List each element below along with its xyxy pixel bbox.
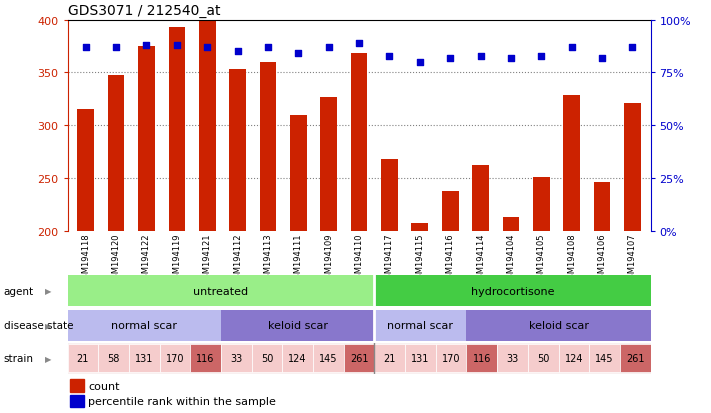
Bar — [321, 97, 337, 231]
Text: ▶: ▶ — [45, 287, 51, 295]
Text: 131: 131 — [135, 353, 154, 363]
Text: 33: 33 — [230, 353, 242, 363]
Text: disease state: disease state — [4, 320, 73, 330]
Text: 116: 116 — [196, 353, 215, 363]
Point — [475, 53, 486, 60]
Bar — [620, 344, 651, 373]
Point — [626, 45, 638, 51]
Bar — [503, 218, 519, 231]
Point — [506, 55, 517, 62]
Text: GDS3071 / 212540_at: GDS3071 / 212540_at — [68, 4, 220, 18]
Text: count: count — [88, 381, 119, 391]
Point — [535, 53, 547, 60]
Point — [414, 59, 425, 66]
Text: agent: agent — [4, 286, 33, 296]
Point — [110, 45, 122, 51]
Point — [141, 43, 152, 49]
Text: normal scar: normal scar — [387, 320, 454, 330]
Point — [232, 49, 243, 56]
Text: untreated: untreated — [193, 286, 249, 296]
Text: ▶: ▶ — [45, 321, 51, 330]
Bar — [442, 191, 459, 231]
Bar — [375, 310, 466, 341]
Bar — [497, 344, 528, 373]
Bar — [77, 110, 94, 231]
Bar — [260, 63, 277, 231]
Bar — [68, 275, 375, 306]
Bar — [436, 344, 466, 373]
Point — [384, 53, 395, 60]
Point — [171, 43, 183, 49]
Text: ▶: ▶ — [45, 354, 51, 363]
Bar — [129, 344, 159, 373]
Bar — [252, 344, 282, 373]
Text: strain: strain — [4, 353, 33, 363]
Text: 170: 170 — [442, 353, 460, 363]
Bar — [169, 28, 185, 231]
Bar — [381, 160, 397, 231]
Bar — [375, 275, 651, 306]
Text: 124: 124 — [565, 353, 583, 363]
Bar — [282, 344, 313, 373]
Point — [80, 45, 92, 51]
Text: 170: 170 — [166, 353, 184, 363]
Bar — [221, 310, 375, 341]
Bar — [405, 344, 436, 373]
Point — [262, 45, 274, 51]
Text: 50: 50 — [537, 353, 550, 363]
Text: 145: 145 — [595, 353, 614, 363]
Bar — [412, 224, 428, 231]
Text: 145: 145 — [319, 353, 338, 363]
Bar — [70, 380, 84, 392]
Bar — [563, 95, 580, 231]
Bar — [221, 344, 252, 373]
Bar — [199, 22, 215, 231]
Text: keloid scar: keloid scar — [528, 320, 589, 330]
Bar — [375, 344, 405, 373]
Bar — [594, 183, 610, 231]
Bar — [559, 344, 589, 373]
Bar — [191, 344, 221, 373]
Point — [566, 45, 577, 51]
Bar — [528, 344, 559, 373]
Point — [201, 45, 213, 51]
Text: percentile rank within the sample: percentile rank within the sample — [88, 396, 276, 406]
Bar — [68, 344, 98, 373]
Bar — [70, 395, 84, 407]
Text: hydrocortisone: hydrocortisone — [471, 286, 555, 296]
Text: normal scar: normal scar — [111, 320, 177, 330]
Bar — [108, 76, 124, 231]
Point — [597, 55, 608, 62]
Bar — [472, 166, 489, 231]
Bar — [313, 344, 343, 373]
Text: keloid scar: keloid scar — [267, 320, 328, 330]
Point — [323, 45, 334, 51]
Point — [353, 40, 365, 47]
Bar — [466, 310, 651, 341]
Bar — [290, 116, 306, 231]
Point — [293, 51, 304, 58]
Text: 50: 50 — [261, 353, 273, 363]
Text: 116: 116 — [473, 353, 491, 363]
Bar — [159, 344, 191, 373]
Text: 21: 21 — [77, 353, 89, 363]
Text: 58: 58 — [107, 353, 119, 363]
Point — [444, 55, 456, 62]
Text: 124: 124 — [289, 353, 307, 363]
Bar — [589, 344, 620, 373]
Text: 33: 33 — [506, 353, 518, 363]
Text: 131: 131 — [411, 353, 429, 363]
Bar — [533, 178, 550, 231]
Text: 261: 261 — [350, 353, 368, 363]
Bar — [343, 344, 375, 373]
Text: 261: 261 — [626, 353, 644, 363]
Bar — [229, 70, 246, 231]
Bar — [624, 104, 641, 231]
Text: 21: 21 — [383, 353, 396, 363]
Bar — [351, 55, 368, 231]
Bar — [466, 344, 497, 373]
Bar — [98, 344, 129, 373]
Bar — [68, 310, 221, 341]
Bar — [138, 47, 155, 231]
